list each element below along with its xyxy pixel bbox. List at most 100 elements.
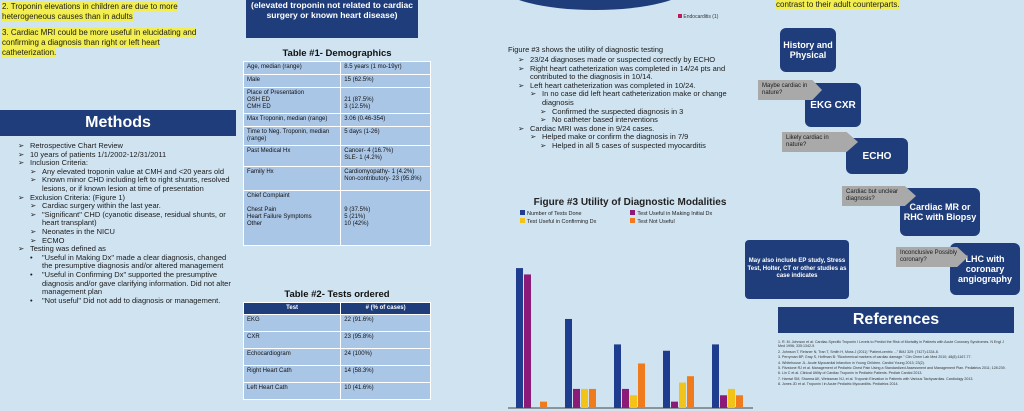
bar-echo-2 [630, 395, 637, 408]
methods-text: 10 years of patients 1/1/2002-12/31/2011 [30, 149, 167, 159]
legend-swatch [520, 210, 525, 215]
bar-lhc-3 [736, 395, 743, 408]
methods-line: • "Useful in Making Dx" made a clear diag… [8, 253, 236, 271]
table-cell-test: Echocardiogram [242, 348, 342, 366]
legend-item: Test Useful in Confirming Dx [520, 218, 630, 226]
bar-cxr-1 [573, 388, 580, 408]
methods-text: Exclusion Criteria: (Figure 1) [30, 192, 126, 202]
finding-line: ➢ Helped make or confirm the diagnosis in… [508, 133, 753, 142]
references-list: 1. R. M. Johnson et al. Cardiac-Specific… [778, 340, 1008, 388]
legend-item: Number of Tests Done [520, 210, 630, 218]
table-cell-count: 14 (58.3%) [340, 365, 431, 383]
table-cell-label: Place of Presentation OSH ED CMH ED [242, 87, 342, 114]
bullet-icon: ➢ [18, 244, 25, 254]
table-cell-count: 10 (41.6%) [340, 382, 431, 400]
table-cell-value: 9 (37.5%) 5 (21%) 10 (42%) [340, 190, 431, 246]
utility-bar-chart [508, 268, 753, 409]
methods-text: Any elevated troponin value at CMH and <… [42, 166, 224, 176]
figure3-findings: ➢ 23/24 diagnoses made or suspected corre… [508, 55, 753, 151]
bullet-icon: ➢ [18, 192, 25, 202]
flow-box: ECHO [846, 138, 908, 174]
finding-text: Confirmed the suspected diagnosis in 3 [552, 106, 684, 116]
table-row: Max Troponin, median (range) 3.06 (0.46-3… [242, 113, 431, 127]
reference-item: 6. Lin C et al. Clinical Utility of Card… [778, 371, 923, 376]
flow-arrow: Cardiac but unclear diagnosis? [842, 186, 916, 206]
reference-item: 1. R. M. Johnson et al. Cardiac-Specific… [778, 340, 1004, 349]
bar-rhc-2 [679, 382, 686, 408]
table-row: Age, median (range) 8.5 years (1 mo-19yr) [242, 61, 431, 75]
finding-text: Helped make or confirm the diagnosis in … [542, 132, 689, 142]
methods-line: ➢ Exclusion Criteria: (Figure 1) [8, 192, 236, 203]
top-right-text: contrast to their adult counterparts. [776, 0, 900, 9]
finding-text: Right heart catheterization was complete… [530, 63, 726, 82]
flow-arrow: Likely cardiac in nature? [782, 132, 858, 152]
methods-line: ➢ ECMO [8, 235, 236, 246]
reference-item: 8. Jones JD et al. Troponin I in Acute P… [778, 382, 899, 387]
table-row: Male 15 (62.5%) [242, 74, 431, 88]
finding-text: Helped in all 5 cases of suspected myoca… [552, 140, 706, 150]
additional-studies-note: May also include EP study, Stress Test, … [745, 240, 849, 299]
bullet-icon: ➢ [540, 140, 547, 150]
bullet-icon: ➢ [30, 175, 37, 185]
table-row: Echocardiogram 24 (100%) [242, 348, 431, 366]
flow-arrow: Inconclusive Possibly coronary? [896, 247, 968, 267]
chart-legend: Number of Tests Done Test Useful in Makin… [520, 210, 750, 226]
bullet-icon: ➢ [518, 63, 525, 73]
table-row: EKG 22 (91.6%) [242, 314, 431, 332]
bar-echo-3 [638, 363, 645, 408]
table-cell-label: Past Medical Hx [242, 145, 342, 167]
bar-rhc-3 [687, 376, 694, 408]
bullet-icon: ➢ [540, 115, 547, 125]
finding-line: ➢ Helped in all 5 cases of suspected myoc… [508, 140, 753, 151]
methods-text: "Not useful" Did not add to diagnosis or… [42, 295, 221, 305]
methods-text: Cardiac surgery within the last year. [42, 201, 161, 211]
bar-ekg-3 [540, 401, 547, 408]
bullet-icon: ➢ [30, 201, 37, 211]
reference-item: 7. Hamwi SM, Sharma AK, Weissman NJ, et … [778, 376, 974, 381]
bullet-icon: • [30, 269, 33, 279]
bar-ekg-1 [524, 274, 531, 408]
reference-item: 3. Perryman BP, Gray S, Hoffman B: "Bioc… [778, 355, 972, 360]
table-row: Family Hx Cardiomyopathy- 1 (4.2%) Non-co… [242, 166, 431, 191]
references-title: References [778, 307, 1014, 333]
methods-line: ➢ Inclusion Criteria: [8, 159, 236, 168]
table-cell-test: CXR [242, 331, 342, 349]
bullet-icon: ➢ [518, 55, 525, 64]
bar-rhc-1 [671, 401, 678, 408]
table-cell-label: Max Troponin, median (range) [242, 113, 342, 127]
methods-line: ➢ Known minor CHD including left to right… [8, 176, 236, 193]
figure3-intro: Figure #3 shows the utility of diagnosti… [508, 45, 664, 54]
tests-ordered-table: Test # (% of cases) EKG 22 (91.6%) CXR 23 (95… [242, 302, 431, 400]
bullet-icon: ➢ [18, 149, 25, 159]
table-row: Right Heart Cath 14 (58.3%) [242, 365, 431, 383]
bullet-icon: ➢ [18, 158, 25, 168]
table-cell-label: Family Hx [242, 166, 342, 191]
table-row: Chief Complaint Chest Pain Heart Failure… [242, 190, 431, 246]
table-row: Place of Presentation OSH ED CMH ED 21 (… [242, 87, 431, 114]
bullet-icon: ➢ [30, 226, 37, 236]
legend-swatch [520, 218, 525, 223]
flow-box: History and Physical [780, 28, 836, 72]
methods-text: Retrospective Chart Review [30, 141, 123, 150]
finding-text: 23/24 diagnoses made or suspected correc… [530, 55, 716, 64]
methods-text: "Significant" CHD (cyanotic disease, res… [42, 209, 226, 228]
intro-item-3: 3. Cardiac MRI could be more useful in e… [2, 28, 197, 57]
methods-text: Neonates in the NICU [42, 226, 115, 236]
finding-line: ➢ Confirmed the suspected diagnosis in 3 [508, 106, 753, 117]
column-header: Test [242, 302, 342, 315]
column-header: # (% of cases) [340, 302, 431, 315]
flow-arrow: Maybe cardiac in nature? [758, 80, 822, 100]
table-cell-count: 22 (91.6%) [340, 314, 431, 332]
methods-text: ECMO [42, 235, 65, 245]
bullet-icon: ➢ [518, 123, 525, 133]
finding-text: Left heart catheterization was completed… [530, 80, 696, 90]
demographics-table: Age, median (range) 8.5 years (1 mo-19yr)… [242, 61, 431, 246]
table-cell-label: Time to Neg. Troponin, median (range) [242, 126, 342, 146]
finding-line: ➢ In no case did left heart catheterizati… [508, 90, 753, 107]
table2-title: Table #2- Tests ordered [284, 289, 390, 300]
methods-line: ➢ Any elevated troponin value at CMH and … [8, 166, 236, 177]
methods-list: ➢ Retrospective Chart Review ➢ 10 years of … [8, 141, 236, 305]
table-cell-test: EKG [242, 314, 342, 332]
reference-item: 2. Johnson T, Reisner N, Tran T, Smith H… [778, 349, 939, 354]
bullet-icon: ➢ [18, 141, 25, 150]
